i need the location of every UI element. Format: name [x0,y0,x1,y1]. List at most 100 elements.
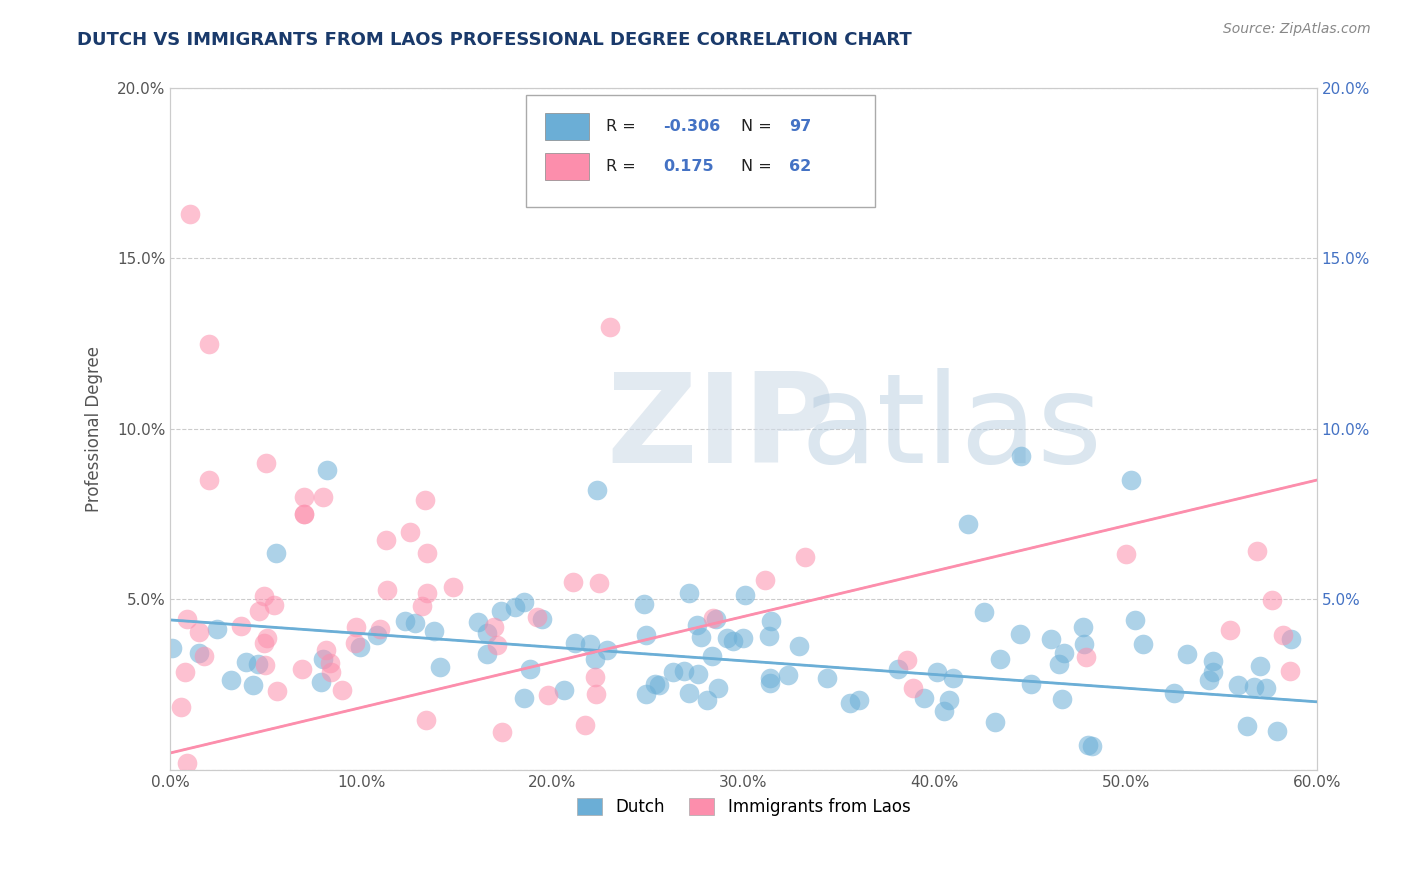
Point [1163,686,1185,700]
Point [176,612,198,626]
Point [1272,628,1295,642]
Point [312,490,335,504]
Point [316,463,339,477]
Point [1010,449,1032,463]
Point [246,657,269,672]
Point [886,662,908,676]
Point [404,615,426,630]
Point [787,640,810,654]
Point [583,670,606,684]
Text: Source: ZipAtlas.com: Source: ZipAtlas.com [1223,22,1371,37]
Point [1080,739,1102,754]
Point [588,575,610,590]
Point [696,693,718,707]
Point [776,668,799,682]
Point [263,598,285,612]
Point [673,664,696,678]
Point [491,724,513,739]
Point [634,628,657,642]
Point [634,687,657,701]
Point [160,640,183,655]
Point [1119,473,1142,487]
Text: atlas: atlas [801,368,1102,490]
Point [413,493,436,508]
FancyBboxPatch shape [526,95,876,207]
Text: R =: R = [606,120,641,135]
Point [513,594,536,608]
Point [1071,619,1094,633]
Point [229,619,252,633]
Point [349,640,371,654]
Point [761,614,783,628]
Point [988,652,1011,666]
Text: N =: N = [741,159,778,174]
Text: 0.175: 0.175 [664,159,714,174]
Point [519,662,541,676]
Point [416,546,439,560]
Point [1074,650,1097,665]
Point [984,714,1007,729]
Point [1052,691,1074,706]
Point [716,631,738,645]
Point [1281,632,1303,647]
Point [599,319,621,334]
Point [702,611,724,625]
Y-axis label: Professional Degree: Professional Degree [86,346,103,512]
Text: 62: 62 [789,159,811,174]
Point [1226,678,1249,692]
Point [1198,673,1220,688]
Point [1115,547,1137,561]
Point [1132,637,1154,651]
Point [319,656,342,670]
Point [253,589,276,603]
Point [1236,719,1258,733]
Point [290,662,312,676]
Point [370,622,392,636]
Point [415,586,437,600]
Point [235,655,257,669]
Point [733,632,755,646]
Point [254,456,277,470]
Point [174,665,197,679]
Point [242,678,264,692]
Text: -0.306: -0.306 [664,120,720,135]
Point [375,583,398,598]
Point [648,678,671,692]
Point [489,604,512,618]
Point [564,636,586,650]
Point [561,574,583,589]
Point [1246,544,1268,558]
Text: N =: N = [741,120,778,135]
Point [838,696,860,710]
Point [942,671,965,685]
Point [1278,665,1301,679]
Point [706,681,728,695]
Point [678,586,700,600]
Point [579,637,602,651]
Point [394,614,416,628]
Point [253,658,276,673]
Text: R =: R = [606,159,641,174]
Point [932,704,955,718]
Point [366,627,388,641]
Point [678,686,700,700]
Point [188,646,211,660]
Point [685,618,707,632]
Point [1249,658,1271,673]
Point [662,665,685,680]
Point [957,517,980,532]
FancyBboxPatch shape [546,153,589,180]
Point [197,336,219,351]
Point [253,636,276,650]
Point [292,507,315,521]
Point [700,648,723,663]
Point [531,612,554,626]
Point [1040,632,1063,647]
Point [644,677,666,691]
Point [482,620,505,634]
Point [321,665,343,680]
Point [344,619,367,633]
Point [221,673,243,688]
Point [901,681,924,695]
Text: 97: 97 [789,120,811,135]
